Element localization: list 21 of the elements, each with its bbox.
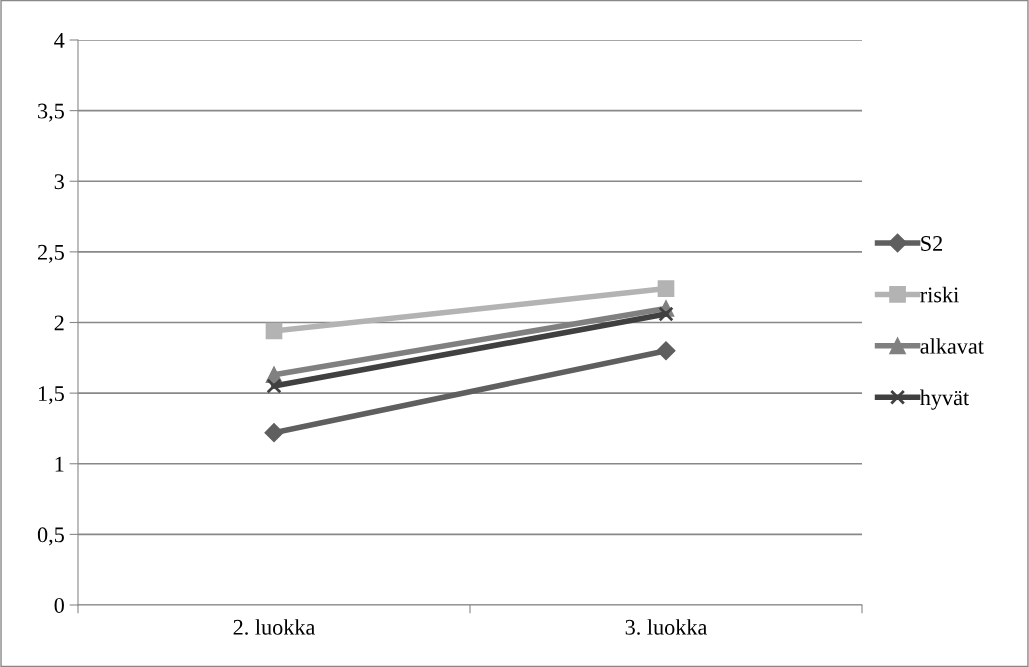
point — [264, 423, 284, 443]
point — [266, 378, 282, 394]
x-tick-label: 2. luokka — [233, 619, 316, 635]
y-tick-label: 0,5 — [37, 527, 64, 546]
y-tick-label: 1,5 — [38, 386, 64, 405]
y-tick-label: 3 — [54, 174, 64, 190]
legend-label: alkavat — [920, 338, 984, 354]
y-tick-label: 0 — [54, 597, 64, 613]
point — [658, 306, 674, 322]
legend-label: hyvät — [920, 389, 970, 410]
y-tick-label: 2 — [54, 315, 64, 331]
x-tick-label: 3. luokka — [625, 619, 708, 635]
point — [265, 322, 283, 340]
legend-label: riski — [920, 286, 959, 303]
y-tick-label: 2,5 — [38, 244, 64, 263]
legend-label: S2 — [921, 236, 943, 251]
y-tick-label: 1 — [55, 456, 64, 472]
point — [657, 280, 675, 297]
point — [656, 341, 676, 361]
y-tick-label: 4 — [54, 33, 65, 48]
y-tick-label: 3,5 — [38, 103, 64, 122]
